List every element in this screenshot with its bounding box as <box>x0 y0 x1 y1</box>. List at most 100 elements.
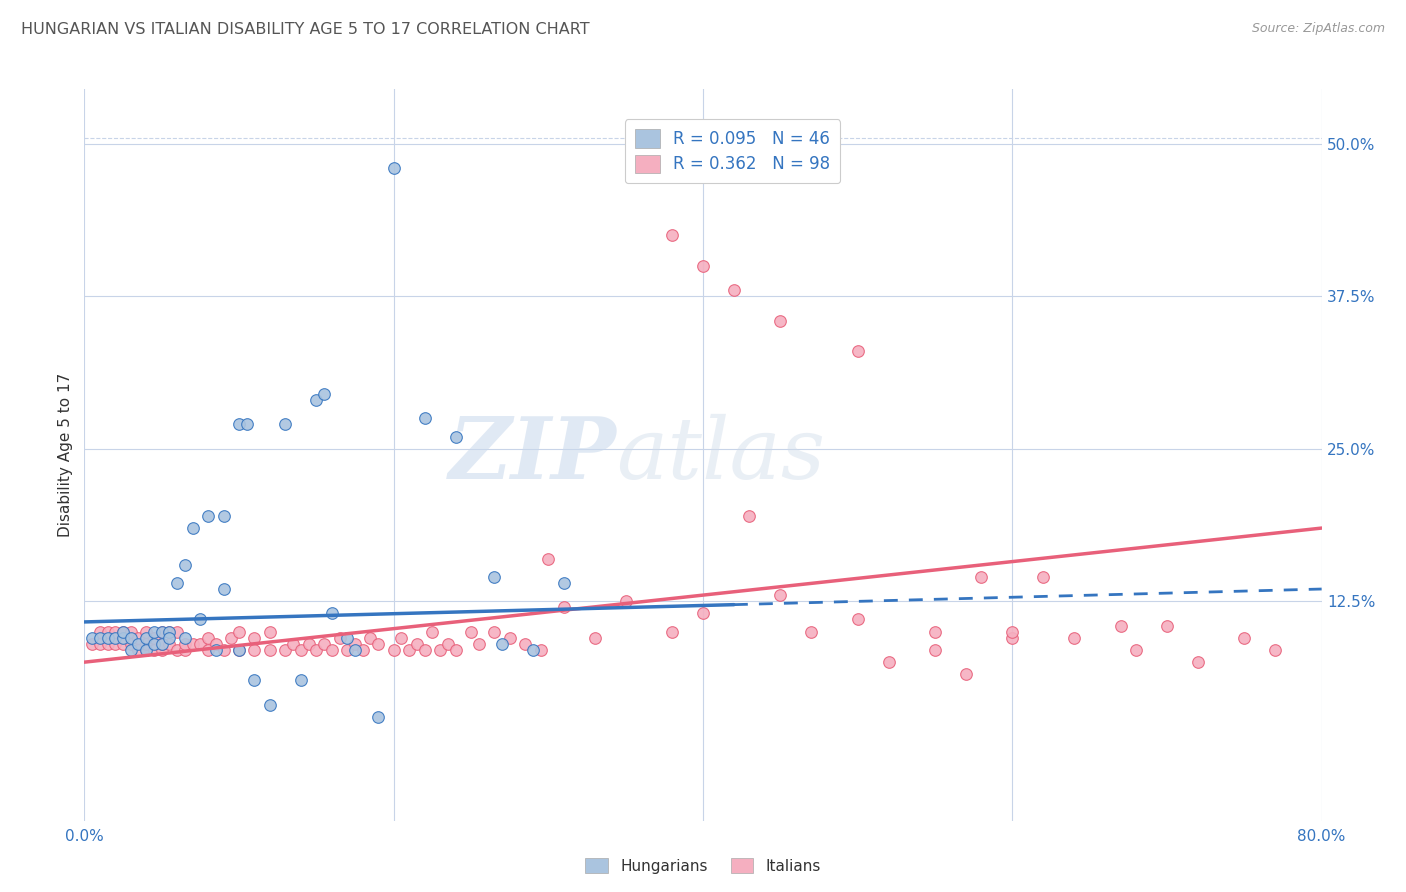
Point <box>212 643 235 657</box>
Point <box>159 624 181 639</box>
Point <box>243 643 266 657</box>
Point <box>530 643 553 657</box>
Text: Source: ZipAtlas.com: Source: ZipAtlas.com <box>1251 22 1385 36</box>
Point <box>1001 631 1024 645</box>
Point <box>143 643 166 657</box>
Point <box>205 637 228 651</box>
Point <box>1233 631 1256 645</box>
Point <box>128 637 150 651</box>
Point <box>174 637 197 651</box>
Point <box>120 637 142 651</box>
Point <box>212 508 235 523</box>
Point <box>150 624 173 639</box>
Point <box>104 631 127 645</box>
Point <box>738 508 761 523</box>
Point <box>197 508 219 523</box>
Point <box>82 637 104 651</box>
Point <box>236 417 259 432</box>
Legend: R = 0.095   N = 46, R = 0.362   N = 98: R = 0.095 N = 46, R = 0.362 N = 98 <box>624 120 841 184</box>
Point <box>955 667 977 681</box>
Point <box>120 624 142 639</box>
Point <box>104 624 127 639</box>
Point <box>166 643 188 657</box>
Point <box>228 624 250 639</box>
Point <box>135 643 157 657</box>
Point <box>614 594 637 608</box>
Point <box>924 624 946 639</box>
Point <box>290 673 312 688</box>
Point <box>484 570 506 584</box>
Point <box>305 643 328 657</box>
Point <box>344 643 367 657</box>
Point <box>391 631 413 645</box>
Point <box>228 643 250 657</box>
Point <box>283 637 305 651</box>
Point <box>120 631 142 645</box>
Point <box>1001 624 1024 639</box>
Point <box>413 643 436 657</box>
Point <box>150 643 173 657</box>
Point <box>406 637 429 651</box>
Point <box>128 631 150 645</box>
Point <box>97 624 120 639</box>
Point <box>181 521 204 535</box>
Point <box>352 643 374 657</box>
Point <box>1125 643 1147 657</box>
Text: HUNGARIAN VS ITALIAN DISABILITY AGE 5 TO 17 CORRELATION CHART: HUNGARIAN VS ITALIAN DISABILITY AGE 5 TO… <box>21 22 589 37</box>
Point <box>846 344 869 359</box>
Point <box>1187 655 1209 669</box>
Point <box>150 637 173 651</box>
Point <box>135 643 157 657</box>
Point <box>243 673 266 688</box>
Point <box>143 624 166 639</box>
Point <box>143 637 166 651</box>
Point <box>89 624 111 639</box>
Point <box>228 417 250 432</box>
Point <box>274 417 297 432</box>
Point <box>112 624 135 639</box>
Point <box>522 643 544 657</box>
Point <box>120 643 142 657</box>
Point <box>382 161 405 176</box>
Point <box>205 643 228 657</box>
Point <box>314 637 336 651</box>
Point <box>135 631 157 645</box>
Point <box>537 551 560 566</box>
Point <box>197 643 219 657</box>
Point <box>143 631 166 645</box>
Point <box>846 613 869 627</box>
Point <box>692 259 714 273</box>
Point <box>515 637 537 651</box>
Point <box>89 637 111 651</box>
Point <box>437 637 460 651</box>
Point <box>692 607 714 621</box>
Point <box>112 624 135 639</box>
Point <box>188 613 212 627</box>
Point <box>413 411 436 425</box>
Point <box>877 655 900 669</box>
Point <box>336 631 359 645</box>
Point <box>553 576 575 591</box>
Point <box>583 631 606 645</box>
Point <box>159 624 181 639</box>
Point <box>336 643 359 657</box>
Point <box>460 624 482 639</box>
Point <box>970 570 993 584</box>
Point <box>321 643 343 657</box>
Point <box>360 631 382 645</box>
Point <box>174 631 197 645</box>
Point <box>212 582 235 596</box>
Point <box>174 558 197 572</box>
Point <box>367 637 389 651</box>
Point <box>344 637 367 651</box>
Point <box>150 624 173 639</box>
Text: ZIP: ZIP <box>449 413 616 497</box>
Point <box>159 631 181 645</box>
Point <box>661 228 683 243</box>
Point <box>924 643 946 657</box>
Point <box>499 631 522 645</box>
Point <box>329 631 352 645</box>
Point <box>468 637 491 651</box>
Point <box>800 624 823 639</box>
Point <box>429 643 451 657</box>
